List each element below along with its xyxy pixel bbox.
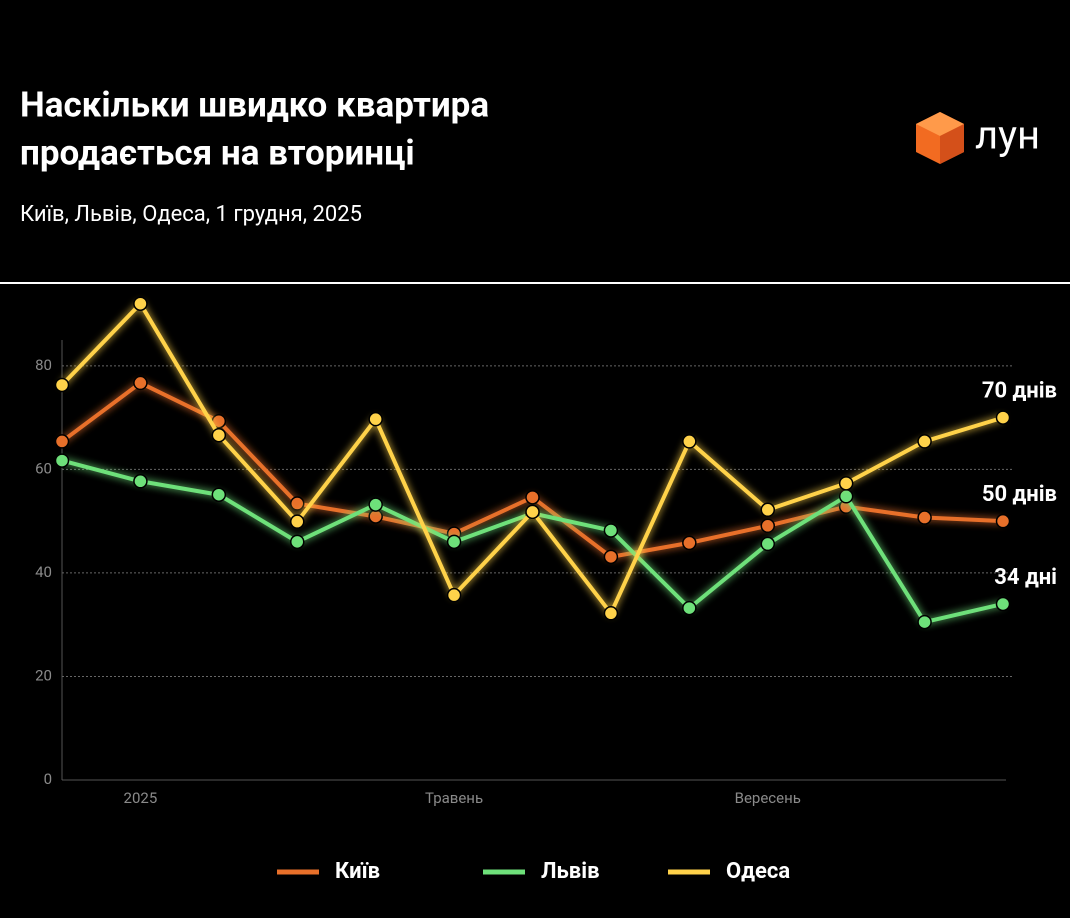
- data-point: [211, 487, 227, 502]
- series: [54, 375, 1011, 565]
- data-point: [603, 549, 619, 565]
- data-point: [760, 502, 775, 518]
- data-point: [682, 434, 697, 449]
- series-line: [60, 301, 1004, 616]
- data-point: [368, 411, 383, 427]
- data-point: [525, 504, 540, 520]
- y-tick-label: 80: [35, 356, 52, 374]
- data-point: [54, 453, 70, 468]
- data-point: [682, 535, 697, 551]
- data-point: [368, 497, 383, 512]
- data-point: [290, 534, 305, 550]
- legend-label: Львів: [541, 859, 600, 884]
- data-point: [54, 434, 70, 449]
- series-line: [61, 458, 1004, 625]
- data-point: [995, 513, 1011, 529]
- value-label: 70 днів: [982, 378, 1057, 403]
- legend-label: Одеса: [726, 859, 790, 884]
- y-tick-label: 20: [35, 666, 52, 684]
- data-point: [446, 534, 462, 550]
- data-point: [995, 596, 1011, 612]
- data-point: [995, 410, 1011, 425]
- data-point: [133, 474, 148, 489]
- legend-label: Київ: [335, 859, 380, 884]
- data-point: [290, 514, 305, 529]
- data-point: [682, 600, 697, 616]
- data-point: [917, 434, 932, 449]
- chart-subtitle: Київ, Львів, Одеса, 1 грудня, 2025: [20, 202, 362, 227]
- logo: лун: [916, 112, 1040, 164]
- logo-text: лун: [975, 112, 1040, 159]
- data-point: [54, 377, 70, 393]
- chart-title: Наскільки швидко квартира: [20, 84, 489, 125]
- value-label: 50 днів: [982, 482, 1057, 507]
- x-tick-label: Травень: [425, 789, 483, 807]
- y-tick-label: 60: [35, 459, 52, 477]
- x-tick-label: Вересень: [735, 789, 801, 807]
- data-point: [290, 496, 305, 511]
- data-point: [917, 510, 932, 525]
- data-point: [133, 296, 148, 311]
- data-point: [917, 614, 932, 630]
- data-point: [838, 489, 854, 504]
- data-point: [603, 523, 619, 538]
- logo-cube-side: [940, 124, 964, 164]
- data-point: [525, 490, 540, 505]
- data-point: [133, 375, 148, 391]
- chart-title: продається на вторинці: [20, 132, 415, 173]
- data-point: [368, 509, 383, 524]
- series: [54, 296, 1011, 621]
- data-point: [838, 476, 854, 491]
- y-tick-label: 0: [44, 770, 52, 788]
- data-point: [446, 587, 462, 603]
- data-point: [211, 427, 227, 443]
- y-tick-label: 40: [35, 563, 52, 581]
- data-point: [603, 606, 619, 621]
- data-point: [760, 536, 775, 552]
- series: [54, 453, 1011, 630]
- data-point: [760, 518, 775, 534]
- value-label: 34 дні: [994, 565, 1057, 590]
- x-tick-label: 2025: [124, 789, 158, 807]
